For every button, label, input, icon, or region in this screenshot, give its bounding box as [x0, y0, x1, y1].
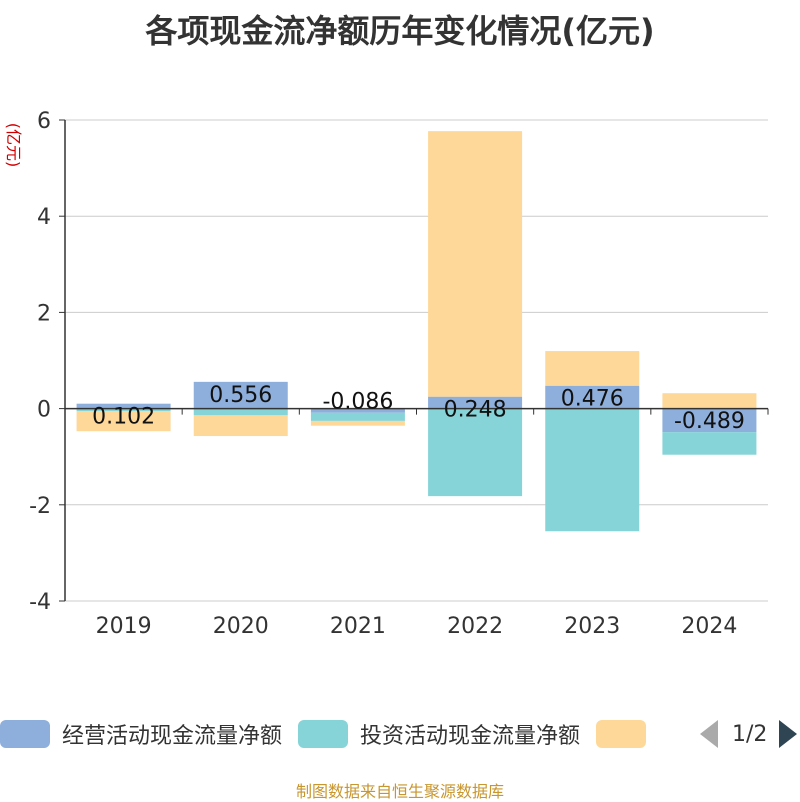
bar-series1-2021 — [310, 412, 405, 421]
legend-item-investing[interactable]: 投资活动现金流量净额 — [298, 718, 580, 750]
legend: 经营活动现金流量净额 投资活动现金流量净额 — [0, 716, 662, 752]
y-tick-label: -2 — [29, 494, 51, 519]
bar-series0-2023 — [545, 385, 640, 409]
data-label-2023: 0.476 — [561, 387, 624, 412]
legend-swatch-third — [596, 720, 647, 748]
data-label-2022: 0.248 — [444, 398, 507, 423]
x-tick-label-2019: 2019 — [96, 614, 152, 639]
source-note: 制图数据来自恒生聚源数据库 — [295, 782, 504, 801]
bar-series0-2020 — [193, 381, 288, 409]
legend-swatch-investing — [298, 720, 349, 748]
legend-page-indicator: 1/2 — [732, 721, 768, 747]
bar-series1-2019 — [76, 408, 171, 412]
x-tick-label-2022: 2022 — [447, 614, 503, 639]
x-tick-label-2024: 2024 — [681, 614, 737, 639]
bar-series2-2024 — [662, 393, 757, 409]
x-tick-label-2023: 2023 — [564, 614, 620, 639]
bar-series1-2023 — [545, 408, 640, 532]
bar-series0-2019 — [76, 403, 171, 409]
legend-label-operating: 经营活动现金流量净额 — [62, 724, 283, 749]
bar-series2-2021 — [310, 420, 405, 426]
bar-series0-2024 — [662, 408, 757, 433]
data-label-2021: -0.086 — [322, 390, 393, 415]
bar-series1-2024 — [662, 432, 757, 455]
legend-next-arrow-icon[interactable] — [779, 720, 798, 748]
y-axis-label: (亿元) — [4, 123, 23, 168]
bar-series0-2022 — [428, 396, 523, 409]
x-tick-label-2021: 2021 — [330, 614, 386, 639]
data-label-2019: 0.102 — [92, 405, 155, 430]
bar-series1-2022 — [428, 408, 523, 497]
legend-item-operating[interactable]: 经营活动现金流量净额 — [0, 718, 282, 750]
data-label-2020: 0.556 — [209, 383, 272, 408]
chart-title: 各项现金流净额历年变化情况(亿元) — [145, 12, 655, 50]
bar-series0-2021 — [310, 408, 405, 413]
legend-prev-arrow-icon[interactable] — [700, 720, 718, 748]
legend-label-investing: 投资活动现金流量净额 — [360, 724, 581, 749]
legend-item-third[interactable] — [596, 720, 647, 748]
y-tick-label: -4 — [29, 590, 51, 615]
y-tick-label: 2 — [37, 301, 51, 326]
bar-series2-2019 — [76, 411, 171, 432]
y-tick-label: 0 — [37, 398, 51, 423]
legend-swatch-operating — [0, 720, 50, 748]
legend-pager: 1/2 — [700, 716, 798, 752]
data-label-2024: -0.489 — [674, 409, 745, 434]
bar-series2-2020 — [193, 415, 288, 437]
y-tick-label: 4 — [37, 205, 51, 230]
bar-series1-2020 — [193, 408, 288, 416]
y-tick-label: 6 — [37, 109, 51, 134]
bar-series2-2022 — [428, 131, 523, 397]
x-tick-label-2020: 2020 — [213, 614, 269, 639]
bar-series2-2023 — [545, 351, 640, 386]
